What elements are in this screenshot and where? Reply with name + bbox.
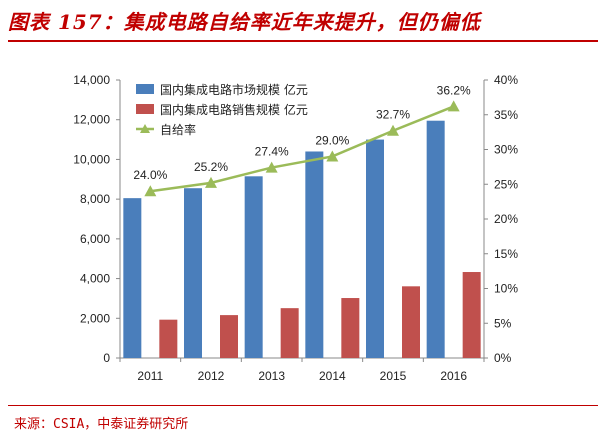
data-label: 24.0% [133, 168, 167, 182]
legend-label-ratio: 自给率 [160, 122, 196, 137]
bar-market-size [123, 198, 142, 358]
source-note: 来源：CSIA，中泰证券研究所 [14, 417, 189, 432]
y-right-tick-label: 15% [494, 247, 518, 261]
y-right-tick-label: 10% [494, 282, 518, 296]
x-tick-label: 2012 [198, 369, 225, 383]
line-marker [447, 100, 460, 112]
y-right-tick-label: 40% [494, 73, 518, 87]
page-title: 图表 157：集成电路自给率近年来提升，但仍偏低 [8, 10, 481, 34]
y-left-tick-label: 12,000 [73, 113, 110, 127]
x-tick-label: 2014 [319, 369, 346, 383]
y-left-tick-label: 0 [103, 351, 110, 365]
line-self-sufficiency [150, 105, 455, 193]
bar-sales-size [402, 286, 420, 358]
line-marker [205, 176, 217, 188]
y-left-tick-label: 2,000 [80, 311, 110, 325]
x-tick-label: 2016 [440, 369, 467, 383]
bar-sales-size [462, 272, 481, 358]
data-label: 32.7% [376, 108, 410, 122]
y-right-tick-label: 30% [494, 143, 518, 157]
chart: 0 2,000 4,000 6,000 8,000 10,000 12,000 14,000 0… [73, 73, 518, 383]
y-left-tick-label: 4,000 [80, 272, 110, 286]
y-right-tick-label: 20% [494, 212, 518, 226]
bar-sales-size [341, 298, 360, 358]
y-right-tick-label: 0% [494, 351, 512, 365]
y-left-tick-label: 14,000 [73, 73, 110, 87]
data-label: 25.2% [194, 160, 228, 174]
legend-marker-ratio [140, 124, 150, 133]
bar-market-size [184, 188, 202, 358]
legend-label-sales: 国内集成电路销售规模 亿元 [160, 102, 308, 117]
line-marker [265, 161, 278, 173]
data-label: 36.2% [437, 83, 471, 97]
line-marker [387, 124, 399, 136]
footer-divider [8, 405, 598, 406]
x-tick-label: 2013 [258, 369, 285, 383]
y-left-tick-label: 6,000 [80, 232, 110, 246]
legend-label-market: 国内集成电路市场规模 亿元 [160, 82, 308, 97]
data-label: 27.4% [255, 145, 289, 159]
bar-sales-size [220, 315, 238, 358]
x-tick-label: 2015 [380, 369, 407, 383]
bar-market-size [426, 120, 445, 358]
y-right-tick-label: 35% [494, 108, 518, 122]
bar-sales-size [159, 319, 178, 358]
bar-market-size [366, 139, 384, 358]
bar-market-size [244, 176, 263, 358]
line-marker [144, 185, 157, 197]
legend-swatch-sales [136, 104, 154, 114]
y-right-tick-label: 5% [494, 316, 512, 330]
x-tick-label: 2011 [137, 369, 163, 383]
title-divider [8, 40, 598, 42]
bar-market-size [305, 151, 324, 358]
y-right-tick-label: 25% [494, 177, 518, 191]
y-left-tick-label: 10,000 [73, 152, 110, 166]
data-label: 29.0% [315, 133, 349, 147]
y-left-tick-label: 8,000 [80, 192, 110, 206]
line-marker [326, 150, 339, 162]
legend-swatch-market [136, 84, 154, 94]
bar-sales-size [280, 308, 299, 358]
